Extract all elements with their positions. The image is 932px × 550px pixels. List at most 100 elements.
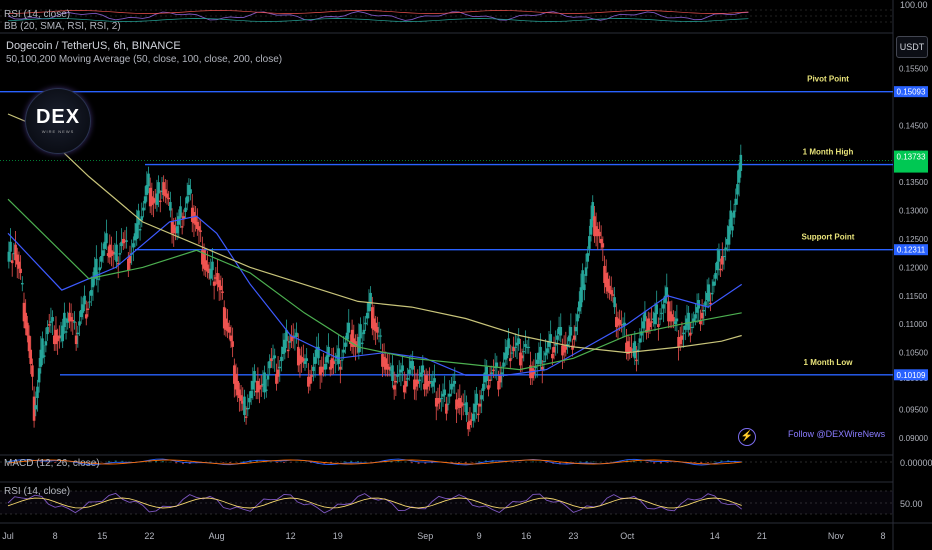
candle-body[interactable] xyxy=(172,224,176,234)
currency-button[interactable]: USDT xyxy=(896,36,928,58)
candle-body[interactable] xyxy=(539,346,542,364)
candle-body[interactable] xyxy=(399,369,403,373)
candle-body[interactable] xyxy=(445,403,448,414)
candle-body[interactable] xyxy=(520,355,524,359)
candle-body[interactable] xyxy=(492,369,495,372)
candle-body[interactable] xyxy=(715,261,719,271)
candle-body[interactable] xyxy=(704,301,707,306)
candle-body[interactable] xyxy=(328,366,332,370)
candle-body[interactable] xyxy=(551,354,554,359)
candle-body[interactable] xyxy=(673,321,677,325)
candle-body[interactable] xyxy=(98,267,102,271)
candle-body[interactable] xyxy=(249,390,253,399)
candle-body[interactable] xyxy=(275,373,278,384)
candle-body[interactable] xyxy=(302,358,305,362)
candle-body[interactable] xyxy=(552,346,556,353)
candle-body[interactable] xyxy=(546,348,549,353)
candle-body[interactable] xyxy=(246,407,250,410)
candle-body[interactable] xyxy=(584,267,588,276)
candle-body[interactable] xyxy=(26,322,29,336)
candle-body[interactable] xyxy=(22,302,26,322)
candle-body[interactable] xyxy=(222,307,226,329)
candle-body[interactable] xyxy=(64,331,68,333)
candle-body[interactable] xyxy=(540,366,544,370)
candle-body[interactable] xyxy=(505,346,509,359)
candle-body[interactable] xyxy=(140,216,144,221)
candle-body[interactable] xyxy=(667,301,670,322)
candle-body[interactable] xyxy=(517,338,520,345)
candle-body[interactable] xyxy=(170,221,174,234)
candle-body[interactable] xyxy=(350,329,354,347)
candle-body[interactable] xyxy=(695,307,699,313)
candle-body[interactable] xyxy=(325,355,329,363)
candle-body[interactable] xyxy=(433,378,436,383)
candle-body[interactable] xyxy=(705,292,709,301)
candle-body[interactable] xyxy=(344,342,347,347)
candle-body[interactable] xyxy=(394,380,398,383)
candle-body[interactable] xyxy=(63,312,66,328)
candle-body[interactable] xyxy=(446,403,450,405)
candle-body[interactable] xyxy=(313,356,317,364)
candle-body[interactable] xyxy=(153,199,157,203)
candle-body[interactable] xyxy=(609,290,613,295)
candle-body[interactable] xyxy=(69,317,73,322)
candle-body[interactable] xyxy=(224,318,228,330)
candle-body[interactable] xyxy=(135,223,139,239)
candle-body[interactable] xyxy=(369,292,372,305)
candle-body[interactable] xyxy=(337,348,340,364)
candle-body[interactable] xyxy=(453,380,457,384)
candle-body[interactable] xyxy=(663,295,667,303)
candle-body[interactable] xyxy=(263,372,266,393)
candle-body[interactable] xyxy=(434,398,438,407)
candle-body[interactable] xyxy=(248,398,251,403)
candle-body[interactable] xyxy=(628,346,632,353)
candle-body[interactable] xyxy=(542,361,546,363)
candle-body[interactable] xyxy=(614,317,618,328)
candle-body[interactable] xyxy=(739,154,743,171)
candle-body[interactable] xyxy=(44,341,48,346)
candle-body[interactable] xyxy=(37,368,41,383)
candle-body[interactable] xyxy=(285,329,288,342)
candle-body[interactable] xyxy=(498,375,502,383)
candle-body[interactable] xyxy=(586,253,589,262)
candle-body[interactable] xyxy=(56,335,59,342)
candle-body[interactable] xyxy=(658,318,662,320)
candle-body[interactable] xyxy=(209,268,213,279)
candle-body[interactable] xyxy=(429,380,433,382)
candle-body[interactable] xyxy=(278,366,282,369)
candle-body[interactable] xyxy=(406,378,409,380)
candle-body[interactable] xyxy=(192,211,196,224)
candle-body[interactable] xyxy=(599,238,603,244)
candle-body[interactable] xyxy=(187,184,191,195)
candle-body[interactable] xyxy=(477,413,480,416)
candle-body[interactable] xyxy=(305,358,308,362)
candle-body[interactable] xyxy=(721,256,724,265)
candle-body[interactable] xyxy=(340,359,344,361)
candle-body[interactable] xyxy=(322,366,325,370)
candle-body[interactable] xyxy=(276,369,280,377)
candle-body[interactable] xyxy=(365,312,369,319)
candle-body[interactable] xyxy=(562,345,566,353)
candle-body[interactable] xyxy=(339,366,342,370)
candle-body[interactable] xyxy=(91,278,95,288)
candle-body[interactable] xyxy=(180,226,184,228)
candle-body[interactable] xyxy=(576,314,579,322)
candle-body[interactable] xyxy=(640,331,643,336)
candle-body[interactable] xyxy=(371,307,374,329)
candle-body[interactable] xyxy=(470,419,473,421)
candle-body[interactable] xyxy=(404,380,408,387)
candle-body[interactable] xyxy=(256,380,260,393)
candle-body[interactable] xyxy=(47,324,51,326)
candle-body[interactable] xyxy=(68,312,71,322)
candle-body[interactable] xyxy=(46,327,49,335)
candle-body[interactable] xyxy=(295,332,298,337)
candle-body[interactable] xyxy=(611,294,615,296)
candle-body[interactable] xyxy=(389,369,393,371)
candle-body[interactable] xyxy=(535,359,539,364)
candle-body[interactable] xyxy=(61,325,64,342)
candle-body[interactable] xyxy=(367,302,371,312)
candle-body[interactable] xyxy=(534,366,537,369)
candle-body[interactable] xyxy=(12,253,16,255)
candle-body[interactable] xyxy=(233,365,236,384)
candle-body[interactable] xyxy=(502,362,505,367)
